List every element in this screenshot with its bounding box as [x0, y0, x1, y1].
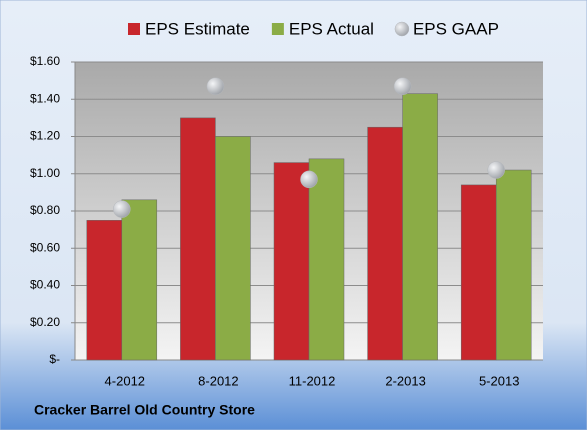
legend-symbol [128, 23, 140, 35]
bar [460, 184, 497, 361]
bar [402, 93, 438, 361]
y-tick-label: $0.60 [30, 240, 60, 254]
point [393, 77, 412, 95]
x-tick-label: 11-2012 [289, 373, 336, 388]
bar [273, 162, 310, 361]
y-tick-label: $0.20 [30, 315, 60, 329]
bar [495, 169, 532, 361]
bar [308, 158, 345, 361]
y-tick-label: $- [49, 352, 60, 366]
x-tick-label: 2-2013 [385, 373, 425, 388]
x-tick-label: 8-2012 [198, 373, 238, 388]
legend-label: EPS Actual [289, 19, 374, 38]
point [206, 77, 225, 95]
bar [180, 117, 216, 361]
legend-label: EPS Estimate [145, 19, 250, 38]
legend-symbol [271, 23, 284, 35]
y-tick-label: $1.40 [30, 91, 60, 105]
caption: Cracker Barrel Old Country Store [34, 402, 255, 418]
y-tick-label: $0.80 [30, 203, 60, 217]
point [487, 161, 505, 179]
x-tick-label: 5-2013 [479, 373, 519, 388]
x-tick-label: 4-2012 [105, 373, 145, 388]
point [300, 170, 318, 189]
point [113, 200, 131, 218]
legend-symbol [394, 21, 410, 37]
legend-label: EPS GAAP [413, 19, 499, 38]
y-tick-label: $1.60 [30, 54, 60, 68]
bar [367, 126, 403, 361]
bar [215, 136, 251, 361]
bar [86, 220, 123, 361]
bar [121, 199, 158, 361]
y-tick-label: $0.40 [30, 278, 60, 292]
y-tick-label: $1.20 [30, 129, 60, 143]
y-tick-label: $1.00 [30, 166, 60, 180]
